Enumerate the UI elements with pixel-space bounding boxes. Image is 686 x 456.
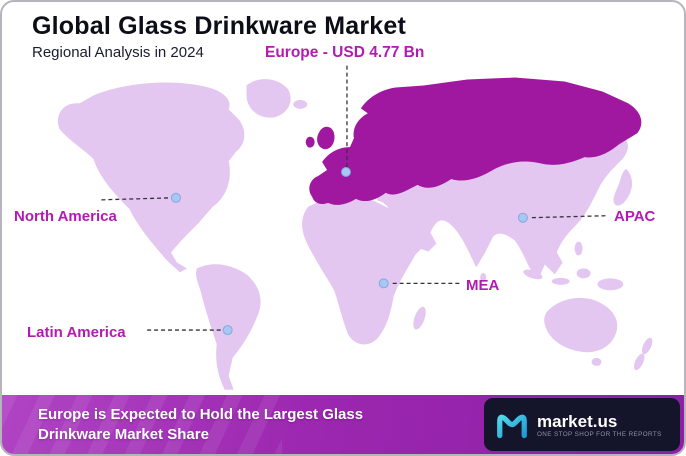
marketus-logo-text-block: market.us ONE STOP SHOP FOR THE REPORTS — [537, 412, 662, 438]
marketus-logo-tagline: ONE STOP SHOP FOR THE REPORTS — [537, 430, 662, 438]
island-nz-south — [634, 353, 645, 371]
island-nz-north — [641, 337, 653, 355]
marker-apac — [517, 212, 528, 223]
marker-north-america — [171, 192, 181, 203]
island-new-guinea — [597, 278, 624, 291]
island-java — [551, 277, 570, 285]
banner-line-1: Europe is Expected to Hold the Largest G… — [38, 405, 364, 423]
island-tasmania — [591, 357, 602, 366]
marker-latin-america — [222, 325, 233, 336]
island-great-britain — [317, 126, 335, 150]
island-madagascar — [413, 306, 426, 330]
continent-africa — [302, 197, 424, 345]
europe-value-callout: Europe - USD 4.77 Bn — [265, 44, 425, 61]
leader-line-north-america — [101, 197, 172, 201]
region-label-mea: MEA — [466, 277, 500, 294]
region-label-latin-america: Latin America — [27, 324, 126, 341]
island-iceland — [293, 99, 308, 109]
region-europe-russia-highlight — [309, 77, 642, 205]
marker-europe — [340, 167, 351, 177]
island-ireland — [305, 136, 315, 148]
islands-southeast-asia — [480, 241, 624, 291]
marketus-logo-box: market.us ONE STOP SHOP FOR THE REPORTS — [484, 398, 680, 451]
bottom-banner: Europe is Expected to Hold the Largest G… — [2, 395, 684, 454]
island-sumatra — [523, 269, 543, 280]
marketus-logo-text: market.us — [537, 411, 618, 431]
page-subtitle: Regional Analysis in 2024 — [32, 44, 204, 61]
island-philippines — [574, 241, 583, 256]
island-greenland — [246, 79, 291, 118]
region-label-apac: APAC — [614, 208, 656, 225]
region-label-north-america: North America — [14, 208, 117, 225]
leader-line-apac — [528, 215, 606, 219]
banner-headline: Europe is Expected to Hold the Largest G… — [2, 405, 363, 445]
island-sri-lanka — [480, 272, 487, 282]
islands-new-zealand — [634, 337, 653, 371]
marker-mea — [378, 278, 389, 289]
continent-australia — [544, 297, 618, 353]
page-title: Global Glass Drinkware Market — [32, 12, 407, 40]
marketus-logo-icon — [497, 414, 527, 438]
continent-north-america — [57, 82, 245, 273]
island-japan — [613, 169, 633, 206]
island-borneo — [576, 268, 591, 279]
banner-line-2: Drinkware Market Share — [38, 425, 209, 443]
